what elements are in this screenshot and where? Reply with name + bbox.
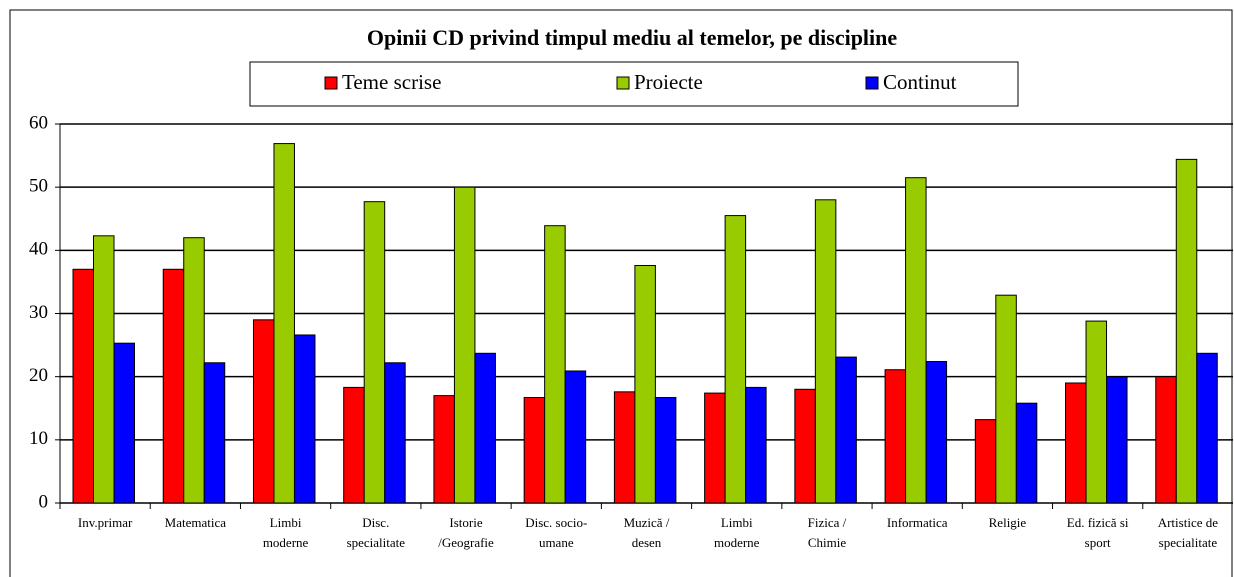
- y-tick-label: 30: [29, 302, 48, 323]
- bar: [814, 199, 837, 504]
- bar: [293, 334, 316, 504]
- bar: [474, 352, 496, 504]
- legend-label: Proiecte: [634, 70, 703, 94]
- bar: [544, 225, 566, 504]
- bar: [1155, 376, 1177, 504]
- x-tick-label: Inv.primar: [77, 515, 133, 530]
- bar: [453, 186, 476, 504]
- bar: [1196, 352, 1218, 504]
- bar: [925, 361, 948, 504]
- x-tick-label: Limbi moderne: [713, 515, 760, 550]
- bar: [363, 201, 386, 504]
- legend-label: Teme scrise: [342, 70, 441, 94]
- legend-box: [249, 61, 1019, 107]
- bar: [183, 237, 205, 504]
- chart-title: Opinii CD privind timpul mediu al temelo…: [367, 25, 898, 50]
- bar: [704, 392, 726, 504]
- bar: [252, 319, 275, 504]
- x-tick-label: Istorie /Geografie: [438, 515, 494, 550]
- bar: [613, 391, 636, 504]
- x-tick-label: Artistice de specialitate: [1157, 515, 1219, 550]
- y-tick-label: 60: [29, 112, 48, 133]
- bar: [1015, 402, 1038, 504]
- y-tick-label: 10: [29, 428, 48, 449]
- bar: [654, 397, 677, 504]
- y-tick-label: 0: [39, 491, 49, 512]
- bar: [343, 386, 365, 504]
- bar: [1106, 376, 1128, 504]
- legend-swatch: [324, 76, 338, 90]
- x-tick-label: Disc. specialitate: [346, 515, 406, 550]
- legend-swatch: [865, 76, 879, 90]
- x-tick-label: Muzică / desen: [623, 515, 670, 550]
- legend-swatch: [616, 76, 630, 90]
- bar: [433, 395, 455, 504]
- bar: [745, 386, 767, 504]
- legend-label: Continut: [883, 70, 957, 94]
- bar: [905, 177, 927, 504]
- bar: [995, 294, 1017, 504]
- bar: [72, 268, 94, 504]
- bar: [634, 264, 656, 504]
- chart-frame: [9, 9, 1233, 577]
- bar: [724, 215, 747, 504]
- bar: [162, 268, 185, 504]
- x-tick-label: Informatica: [886, 515, 948, 530]
- bar: [523, 397, 546, 504]
- y-tick-label: 40: [29, 239, 48, 260]
- bar: [93, 235, 115, 504]
- y-tick-label: 20: [29, 365, 48, 386]
- x-tick-label: Matematica: [164, 515, 227, 530]
- bar: [794, 388, 816, 504]
- bar: [1065, 382, 1087, 504]
- bar: [384, 362, 406, 504]
- x-tick-label: Disc. socio- umane: [525, 515, 588, 550]
- bar: [113, 342, 135, 504]
- bar: [564, 370, 587, 504]
- bar: [1085, 320, 1108, 504]
- bar: [884, 369, 907, 504]
- x-tick-label: Limbi moderne: [262, 515, 309, 550]
- x-tick-label: Fizica / Chimie: [807, 515, 847, 550]
- bar: [835, 356, 857, 504]
- bar: [974, 419, 997, 504]
- x-tick-label: Ed. fizică si sport: [1066, 515, 1129, 550]
- x-tick-label: Religie: [988, 515, 1027, 530]
- y-tick-label: 50: [29, 176, 48, 197]
- bar: [273, 143, 295, 504]
- bar: [1175, 158, 1198, 504]
- bar: [203, 362, 226, 504]
